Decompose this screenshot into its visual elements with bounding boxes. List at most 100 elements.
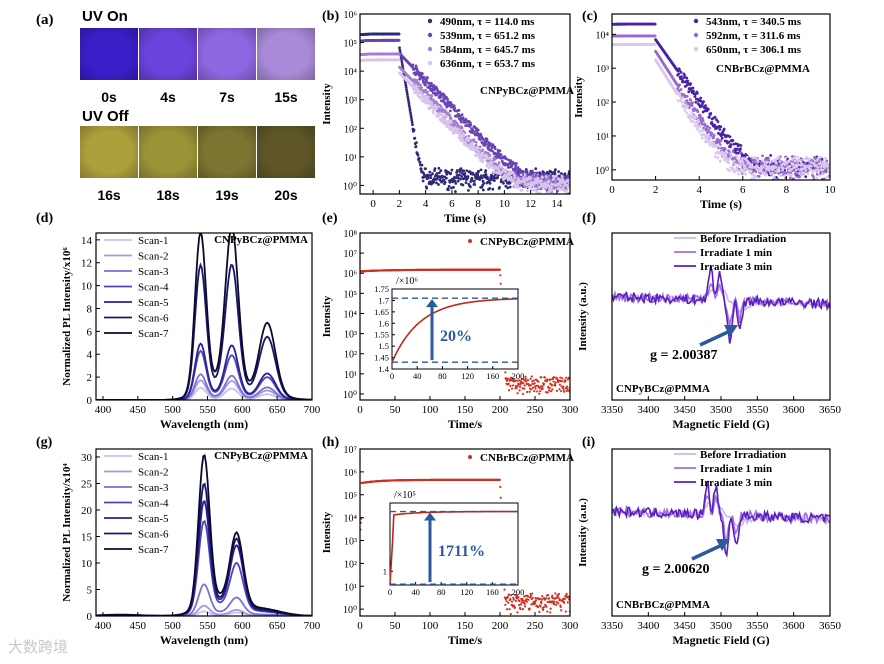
legend-label: 543nm, τ = 340.5 ms bbox=[706, 16, 802, 28]
data-point bbox=[713, 115, 717, 119]
y-tick-label: 10¹ bbox=[344, 582, 357, 593]
data-point bbox=[678, 83, 681, 87]
data-point bbox=[547, 174, 551, 178]
x-tick-label: 700 bbox=[304, 404, 321, 416]
data-point bbox=[745, 167, 749, 171]
data-point bbox=[761, 165, 765, 169]
x-tick-label: 3500 bbox=[710, 404, 733, 416]
data-point bbox=[709, 111, 713, 115]
data-point bbox=[512, 173, 516, 177]
x-tick-label: 8 bbox=[784, 184, 790, 196]
plot-area bbox=[96, 453, 312, 616]
data-point bbox=[784, 156, 787, 160]
data-point bbox=[554, 174, 558, 178]
data-point bbox=[564, 386, 567, 390]
legend-label: Scan-5 bbox=[138, 513, 169, 525]
y-tick-label: 10⁷ bbox=[344, 445, 358, 456]
data-point bbox=[456, 179, 460, 183]
data-point bbox=[567, 595, 570, 598]
g-arrow-shaft bbox=[699, 329, 731, 347]
data-point bbox=[826, 170, 830, 173]
legend-label: Scan-3 bbox=[138, 266, 169, 278]
data-point bbox=[516, 611, 519, 614]
data-point bbox=[560, 390, 563, 393]
data-point bbox=[407, 104, 411, 108]
data-point bbox=[718, 128, 722, 131]
data-point bbox=[517, 383, 520, 386]
data-point bbox=[741, 153, 745, 157]
data-point bbox=[518, 389, 521, 392]
y-tick-label: 10¹ bbox=[344, 153, 357, 164]
data-point bbox=[566, 387, 569, 390]
data-point bbox=[459, 120, 463, 124]
data-point bbox=[553, 170, 557, 174]
data-point bbox=[806, 172, 810, 176]
data-point bbox=[538, 387, 541, 390]
data-point bbox=[503, 588, 506, 591]
data-point bbox=[800, 173, 804, 177]
data-point bbox=[778, 160, 782, 163]
data-point bbox=[523, 384, 526, 387]
data-point bbox=[528, 384, 531, 387]
uv-off-photo-18s bbox=[139, 126, 197, 178]
data-point bbox=[549, 607, 552, 610]
data-point bbox=[715, 143, 718, 147]
data-point bbox=[546, 600, 549, 603]
data-point bbox=[551, 594, 554, 597]
data-point bbox=[691, 120, 695, 123]
data-point bbox=[793, 159, 797, 163]
data-point bbox=[487, 156, 491, 160]
data-point bbox=[504, 169, 508, 172]
data-point bbox=[739, 147, 742, 150]
data-point bbox=[417, 157, 421, 160]
panel-letter: (d) bbox=[36, 211, 53, 226]
data-point bbox=[728, 135, 732, 139]
data-point bbox=[699, 96, 703, 100]
data-point bbox=[412, 128, 416, 132]
data-point bbox=[552, 177, 556, 180]
data-point bbox=[731, 139, 735, 142]
data-point bbox=[731, 167, 735, 171]
x-tick-label: 650 bbox=[269, 404, 286, 416]
data-point bbox=[432, 180, 436, 184]
data-point bbox=[518, 379, 521, 382]
data-point bbox=[477, 150, 481, 153]
data-point bbox=[694, 100, 698, 104]
data-point bbox=[751, 165, 755, 169]
data-point bbox=[469, 180, 473, 183]
chart-d: Scan-1Scan-2Scan-3Scan-4Scan-5Scan-6Scan… bbox=[36, 211, 321, 431]
data-point bbox=[707, 138, 711, 142]
data-point bbox=[471, 172, 475, 175]
data-point bbox=[563, 597, 567, 600]
legend-marker bbox=[427, 32, 433, 38]
data-point bbox=[678, 68, 681, 72]
x-axis-label: Time (s) bbox=[700, 197, 742, 211]
data-point bbox=[548, 386, 551, 390]
data-point bbox=[533, 389, 536, 393]
data-point bbox=[558, 383, 562, 386]
data-point bbox=[506, 186, 510, 190]
data-point bbox=[421, 93, 425, 97]
data-point bbox=[481, 148, 485, 152]
data-point bbox=[562, 388, 565, 391]
y-tick-label: 10³ bbox=[344, 330, 357, 341]
data-point bbox=[680, 75, 683, 79]
data-point bbox=[821, 160, 825, 164]
data-point bbox=[679, 88, 683, 91]
data-point bbox=[699, 129, 703, 133]
data-point bbox=[493, 157, 497, 161]
data-point bbox=[426, 90, 429, 94]
inset-percent-label: 20% bbox=[440, 328, 472, 345]
data-point bbox=[702, 126, 705, 130]
panel-letter: (c) bbox=[582, 9, 598, 24]
inset-x-tick-label: 120 bbox=[460, 587, 473, 597]
data-point bbox=[480, 174, 483, 178]
data-point bbox=[426, 76, 429, 80]
data-point bbox=[515, 162, 518, 165]
data-point bbox=[446, 123, 450, 127]
data-point bbox=[706, 107, 710, 111]
series-0 bbox=[360, 478, 570, 616]
data-point bbox=[545, 605, 548, 608]
